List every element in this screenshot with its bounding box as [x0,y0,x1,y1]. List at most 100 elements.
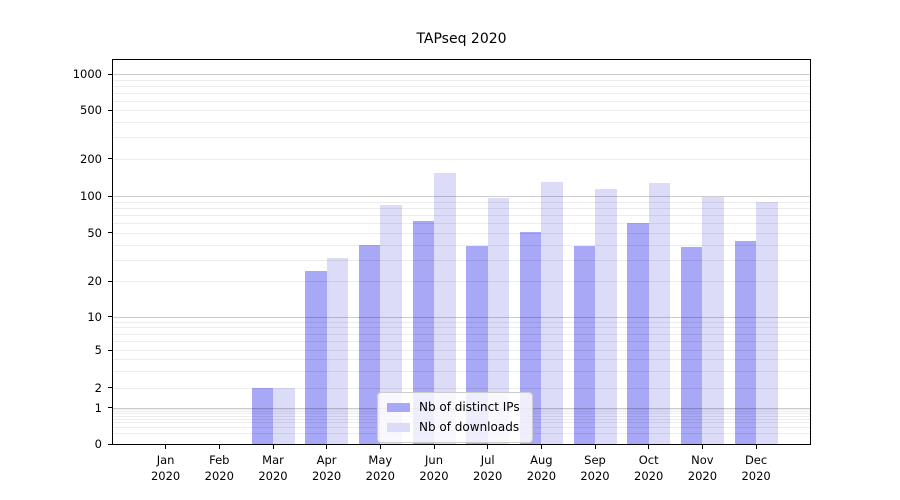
y-axis-tick [108,109,113,111]
y-axis-tick-label: 0 [94,437,102,451]
year-label: 2020 [204,469,234,483]
month-label: Oct [638,453,659,467]
month-label: Dec [744,453,768,467]
y-axis-tick-label: 5 [94,343,102,357]
y-axis-tick-label: 1000 [72,67,102,81]
y-axis-tick [108,158,113,159]
minor-gridline [113,85,810,87]
bar-downloads [273,387,295,444]
y-axis-tick [108,387,113,388]
chart-title: TAPseq 2020 [416,31,507,47]
year-label: 2020 [258,469,288,483]
x-axis-tick [433,444,435,449]
bar-downloads [326,257,349,444]
bar-distinct-ips [251,387,273,444]
x-axis-tick [594,444,596,449]
x-axis-tick-label: Sep 2020 [560,452,630,484]
x-axis-tick [755,444,757,449]
minor-gridline [113,110,810,111]
minor-gridline [113,350,810,351]
bar-distinct-ips [412,220,434,444]
year-label: 2020 [526,469,557,483]
minor-gridline [113,158,810,160]
y-axis-tick-label: 20 [87,274,102,288]
bar-downloads [434,173,456,444]
x-axis-tick [487,444,489,449]
major-gridline [113,74,810,75]
y-axis-tick-label: 50 [87,225,102,240]
bar-downloads [595,189,617,444]
x-axis-tick [165,444,167,449]
month-label: May [368,453,393,467]
minor-gridline [113,341,810,343]
y-axis-tick-label: 100 [80,189,102,203]
minor-gridline [113,121,810,123]
minor-gridline [113,321,810,323]
x-axis-tick-label: Oct 2020 [614,452,684,484]
y-axis-tick-label: 200 [80,151,102,166]
bar-distinct-ips [358,244,381,444]
x-axis-tick [540,444,542,449]
bar-distinct-ips [573,245,595,444]
minor-gridline [113,333,810,335]
bar-downloads [756,202,778,444]
bar-downloads [702,196,724,444]
y-axis-tick [108,349,113,351]
minor-gridline [113,79,810,81]
month-label: Mar [262,453,284,467]
minor-gridline [113,207,810,209]
month-label: Sep [584,453,606,467]
x-axis-tick [648,444,650,449]
x-axis-tick-label: Feb 2020 [184,452,254,484]
year-label: 2020 [580,469,610,483]
y-axis-tick [108,443,113,445]
y-axis-tick-label: 10 [87,309,102,324]
minor-gridline [113,137,810,138]
x-axis-tick [379,444,381,449]
minor-gridline [113,259,810,261]
x-axis-tick [272,444,274,449]
x-axis-tick [218,444,220,449]
bar-distinct-ips [734,240,757,444]
y-axis-tick [108,407,113,408]
bar-downloads [541,181,563,444]
y-axis-tick-label: 1 [94,400,102,415]
minor-gridline [113,201,810,203]
major-gridline [113,316,810,318]
x-axis-tick-label: Jan 2020 [131,452,201,484]
y-axis-tick-label: 2 [94,380,102,395]
bar-downloads [380,205,402,444]
x-axis-tick-label: Aug 2020 [506,452,576,484]
x-axis-tick-label: Jun 2020 [399,452,469,484]
y-axis-tick [108,73,113,75]
year-label: 2020 [365,469,395,483]
y-axis-tick [108,280,113,282]
legend-swatch-distinct-ips [387,403,410,412]
y-axis-tick-label: 500 [80,103,102,117]
minor-gridline [113,100,810,102]
month-label: Feb [209,453,230,467]
month-label: Aug [530,453,553,467]
month-label: Jul [480,453,495,467]
year-label: 2020 [311,469,342,483]
year-label: 2020 [687,469,718,483]
minor-gridline [113,370,810,372]
bar-distinct-ips [519,231,542,444]
y-axis-tick [108,232,113,234]
x-axis-tick-label: Dec 2020 [721,452,791,484]
plot-area [112,59,811,445]
y-axis-tick [108,195,113,197]
legend-swatch-downloads [387,423,410,432]
x-axis-tick-label: Apr 2020 [292,452,362,484]
major-gridline [113,196,810,197]
month-label: Jan [156,453,175,467]
bar-distinct-ips [680,247,703,444]
minor-gridline [113,244,810,246]
minor-gridline [113,327,810,329]
minor-gridline [113,92,810,94]
x-axis-tick [701,444,703,449]
minor-gridline [113,214,810,216]
month-label: Apr [316,453,337,467]
y-axis-tick [108,316,113,317]
